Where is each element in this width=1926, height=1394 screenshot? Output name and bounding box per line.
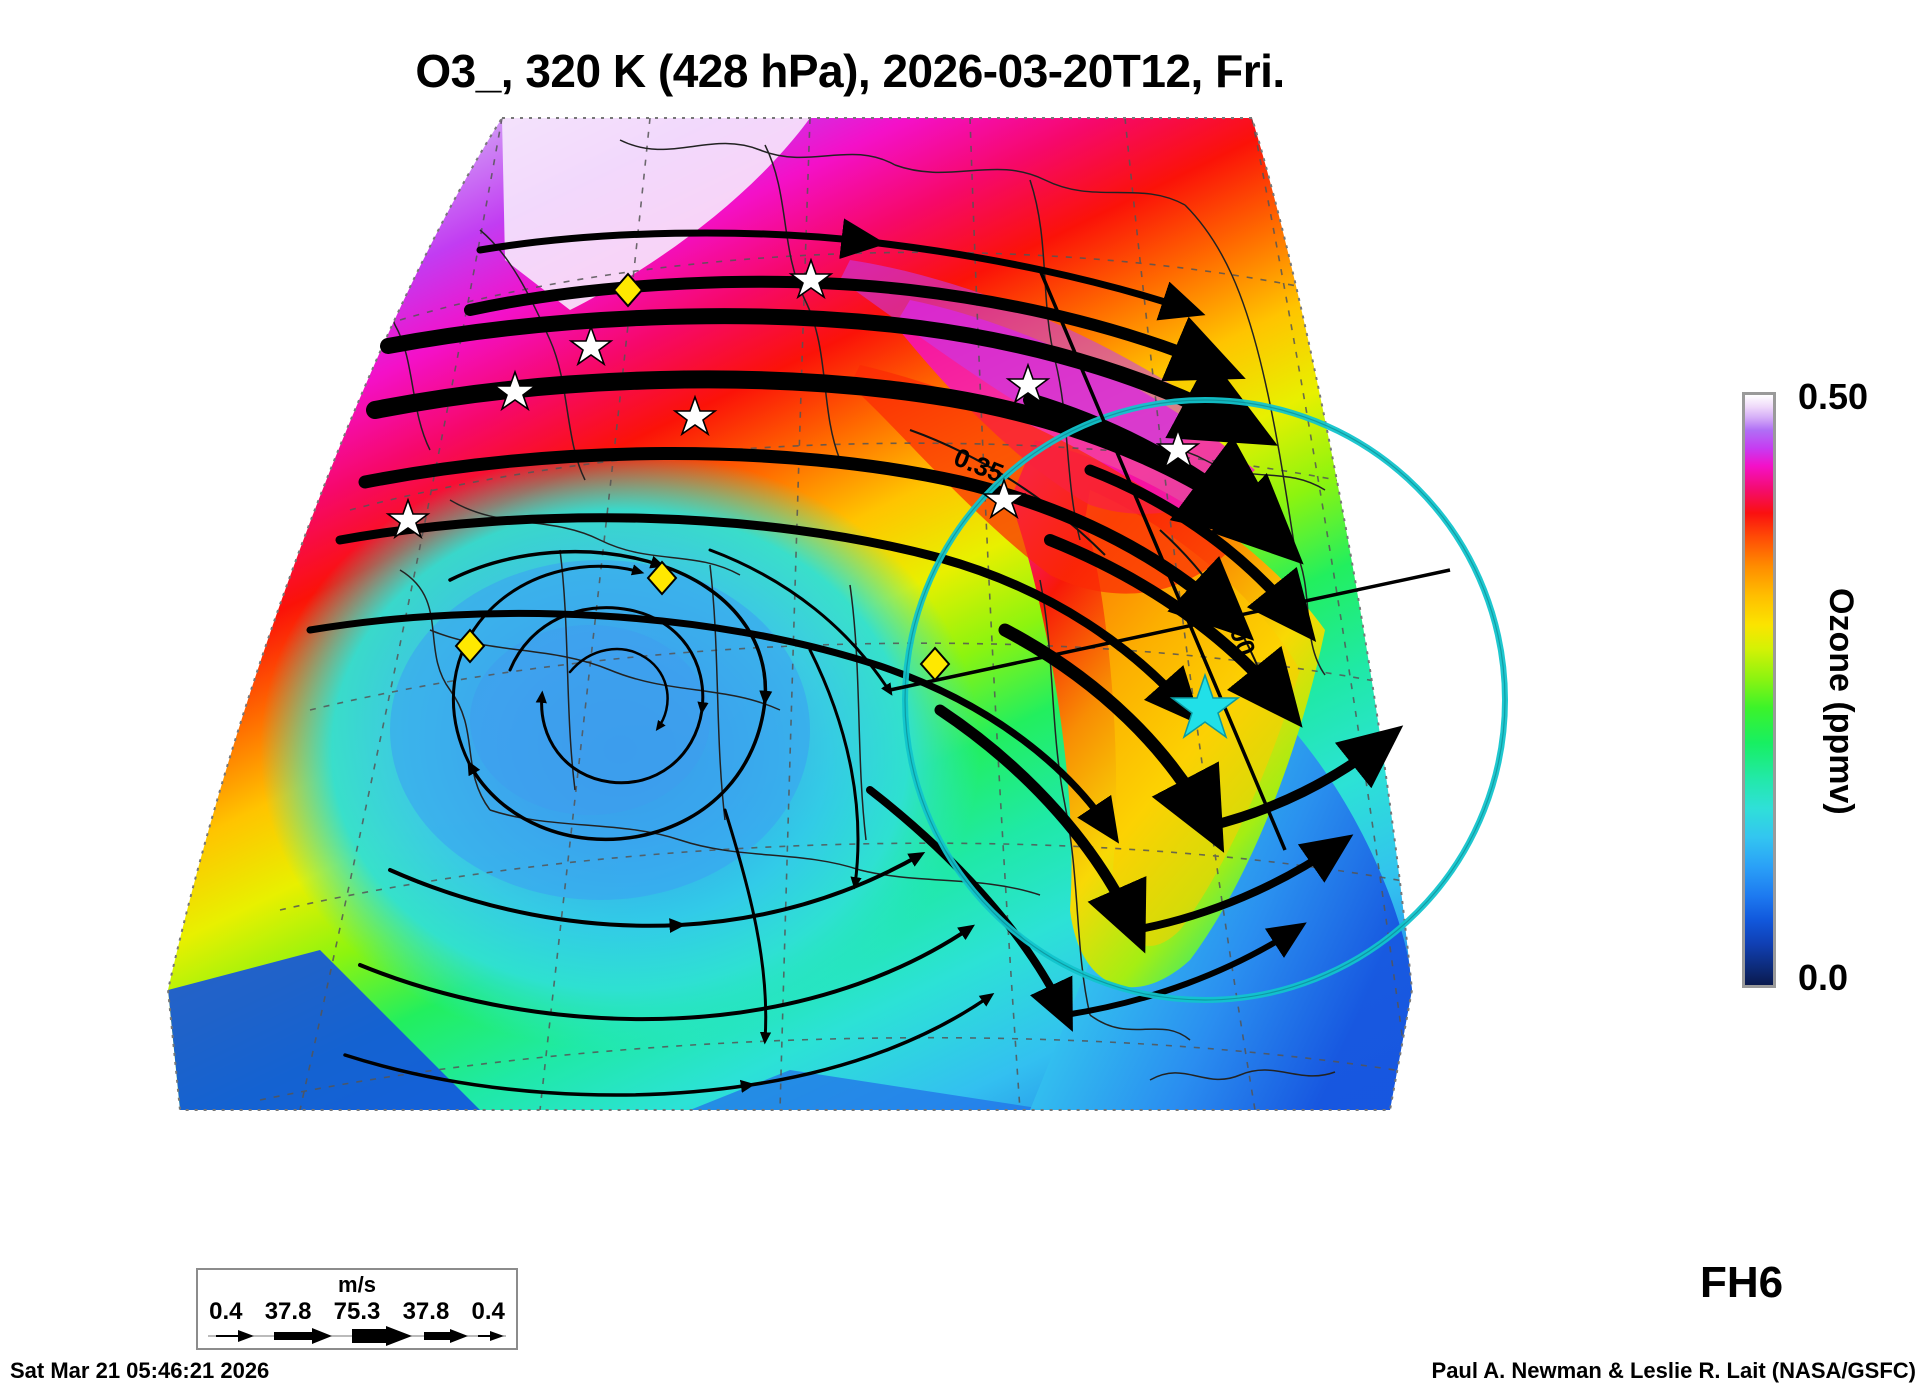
range-ring [902,397,1508,1003]
station-star[interactable] [568,324,614,367]
map-canvas: 0.35 0.00 [166,117,1508,1111]
diamond-marker[interactable] [646,560,678,596]
domain-boundary [166,117,1414,1111]
wind-value: 37.8 [402,1298,450,1325]
generation-timestamp: Sat Mar 21 05:46:21 2026 [10,1358,270,1383]
wind-legend-values: 0.4 37.8 75.3 37.8 0.4 [198,1298,516,1326]
colorbar-axis-label: Ozone (ppmv) [1822,588,1860,815]
colorbar-min-label: 0.0 [1798,957,1849,998]
diamond-marker[interactable] [612,272,644,308]
wind-legend-arrows [208,1326,506,1346]
site-markers[interactable] [454,272,951,682]
author-credit: Paul A. Newman & Leslie R. Lait (NASA/GS… [1431,1358,1916,1383]
colorbar-group: 0.50 0.0 Ozone (ppmv) [1742,376,1926,998]
center-star-marker[interactable] [1169,672,1241,739]
forecast-hour-label: FH6 [1700,1258,1784,1307]
colorbar-gradient[interactable] [1742,392,1776,988]
station-star[interactable] [981,477,1027,520]
wind-speed-legend: m/s 0.4 37.8 75.3 37.8 0.4 [196,1268,518,1350]
center-radials [889,269,1451,851]
wind-value: 0.4 [209,1298,243,1325]
station-star[interactable] [1005,362,1051,405]
station-star[interactable] [385,497,431,540]
wind-value: 0.4 [471,1298,505,1325]
page-title: O3_, 320 K (428 hPa), 2026-03-20T12, Fri… [415,45,1285,97]
station-star[interactable] [788,257,834,300]
station-markers[interactable] [385,257,1201,540]
map-plot: 0.35 0.00 [150,110,1600,1240]
station-star[interactable] [492,369,538,412]
diamond-marker[interactable] [919,646,951,682]
colorbar-max-label: 0.50 [1798,376,1869,417]
wind-value: 37.8 [264,1298,312,1325]
station-star[interactable] [1155,427,1201,470]
station-star[interactable] [672,394,718,437]
wind-value: 75.3 [333,1298,381,1325]
ozone-field [168,118,1412,1110]
wind-legend-unit: m/s [338,1272,376,1297]
diamond-marker[interactable] [454,628,486,664]
